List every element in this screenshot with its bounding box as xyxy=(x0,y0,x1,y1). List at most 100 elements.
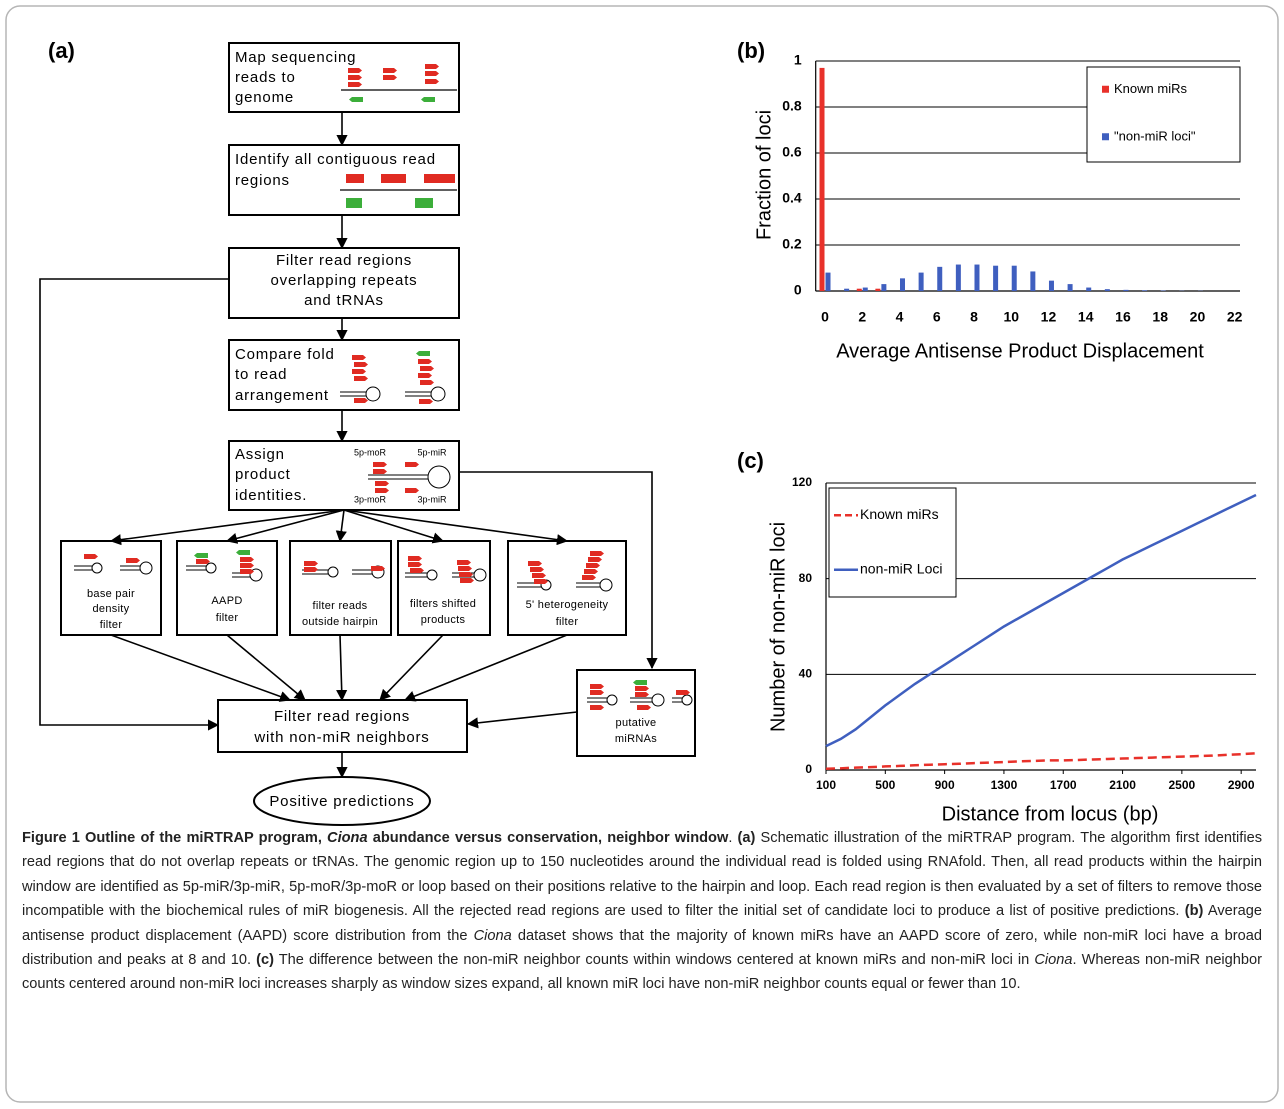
flow-box-text: AAPD xyxy=(211,595,242,607)
bar xyxy=(1030,271,1036,291)
flow-arrow xyxy=(459,471,658,670)
read-icon xyxy=(410,568,424,573)
flow-box-text: Filter read regions xyxy=(274,708,410,725)
panel-label: (c) xyxy=(737,448,764,473)
legend-label: non-miR Loci xyxy=(860,560,942,576)
icon-label: 5p-miR xyxy=(417,447,447,457)
hairpin-icon xyxy=(651,693,665,707)
read-icon xyxy=(418,373,432,378)
hairpin-icon xyxy=(599,578,613,592)
read-icon xyxy=(304,561,318,566)
legend-box xyxy=(828,487,957,598)
caption-panel-ref: (a) xyxy=(737,830,756,846)
icon-label: 3p-moR xyxy=(354,494,387,504)
bar xyxy=(862,287,868,291)
read-icon xyxy=(416,351,430,356)
hairpin-icon xyxy=(681,694,693,706)
y-tick-label: 0.8 xyxy=(782,98,802,114)
bar xyxy=(1123,289,1129,291)
read-icon xyxy=(349,97,363,102)
read-icon xyxy=(352,355,366,360)
flow-box-text: 5' heterogeneity xyxy=(526,599,609,611)
caption-text: The difference between the non-miR neigh… xyxy=(273,952,1035,969)
read-region-icon xyxy=(346,174,364,183)
flow-box-text: arrangement xyxy=(235,387,329,404)
x-tick-label: 14 xyxy=(1078,309,1094,325)
read-icon xyxy=(408,562,422,567)
read-icon xyxy=(590,551,604,556)
read-icon xyxy=(421,97,435,102)
flow-box-text: density xyxy=(93,603,130,615)
flow-box-text: genome xyxy=(235,89,294,106)
read-icon xyxy=(588,557,602,562)
flow-box-text: filter reads xyxy=(313,600,368,612)
read-icon xyxy=(590,690,604,695)
caption-text: Ciona xyxy=(1034,952,1073,969)
flow-box-text: to read xyxy=(235,366,287,383)
caption: Figure 1 Outline of the miRTRAP program,… xyxy=(22,826,1262,997)
read-icon xyxy=(194,553,208,558)
read-region-icon xyxy=(346,198,362,208)
flow-box-text: Identify all contiguous read xyxy=(235,151,436,168)
x-tick-label: 4 xyxy=(896,309,904,325)
line-series xyxy=(825,493,1257,748)
read-icon xyxy=(304,567,318,572)
read-icon xyxy=(373,462,387,467)
flow-arrow xyxy=(225,509,345,544)
read-icon xyxy=(635,686,649,691)
bar xyxy=(1104,289,1110,291)
flow-box-text: putative xyxy=(616,717,657,729)
flow-box-text: product xyxy=(235,466,291,483)
read-icon xyxy=(459,572,473,577)
bar xyxy=(918,272,924,291)
read-icon xyxy=(375,481,389,486)
flow-box-text: Positive predictions xyxy=(269,793,414,810)
flow-box-text: identities. xyxy=(235,487,307,504)
read-icon xyxy=(196,559,210,564)
read-region-icon xyxy=(415,198,433,208)
read-icon xyxy=(425,79,439,84)
flow-box-text: Assign xyxy=(235,446,285,463)
bar xyxy=(844,288,850,291)
flow-box xyxy=(176,540,278,636)
read-icon xyxy=(383,68,397,73)
read-icon xyxy=(457,560,471,565)
x-tick-label: 2 xyxy=(858,309,866,325)
flow-box-text: Filter read regions xyxy=(276,252,412,269)
bar xyxy=(1142,290,1148,291)
hairpin-icon xyxy=(473,568,487,582)
read-icon xyxy=(532,573,546,578)
x-tick-label: 6 xyxy=(933,309,941,325)
read-region-icon xyxy=(424,174,455,183)
flow-box-text: Map sequencing xyxy=(235,49,356,66)
caption-text: Ciona xyxy=(473,927,512,944)
read-icon xyxy=(383,75,397,80)
hairpin-icon xyxy=(139,561,153,575)
x-tick-label: 2900 xyxy=(1228,778,1255,792)
legend-swatch xyxy=(1102,133,1109,141)
read-icon xyxy=(586,563,600,568)
legend-label: Known miRs xyxy=(1114,81,1187,96)
bar xyxy=(974,264,980,291)
line-series xyxy=(825,752,1257,771)
flow-box xyxy=(228,247,460,319)
bar xyxy=(1011,265,1017,291)
read-icon xyxy=(584,569,598,574)
y-tick-label: 0.6 xyxy=(782,144,802,160)
x-tick-label: 8 xyxy=(970,309,978,325)
hairpin-icon xyxy=(365,386,381,402)
flow-box-text: Compare fold xyxy=(235,346,335,363)
read-icon xyxy=(126,558,140,563)
caption-panel-ref: (c) xyxy=(256,952,274,969)
flow-box-text: filter xyxy=(100,619,123,631)
caption-text: Schematic illustration of the miRTRAP pr… xyxy=(22,830,1263,920)
flow-box-text: products xyxy=(421,614,466,626)
read-icon xyxy=(458,566,472,571)
flow-box-text: reads to xyxy=(235,69,296,86)
read-icon xyxy=(348,68,362,73)
y-tick-label: 80 xyxy=(799,571,813,585)
read-icon xyxy=(425,71,439,76)
flow-box-text: filter xyxy=(556,616,579,628)
legend-label: "non-miR loci" xyxy=(1114,129,1196,144)
